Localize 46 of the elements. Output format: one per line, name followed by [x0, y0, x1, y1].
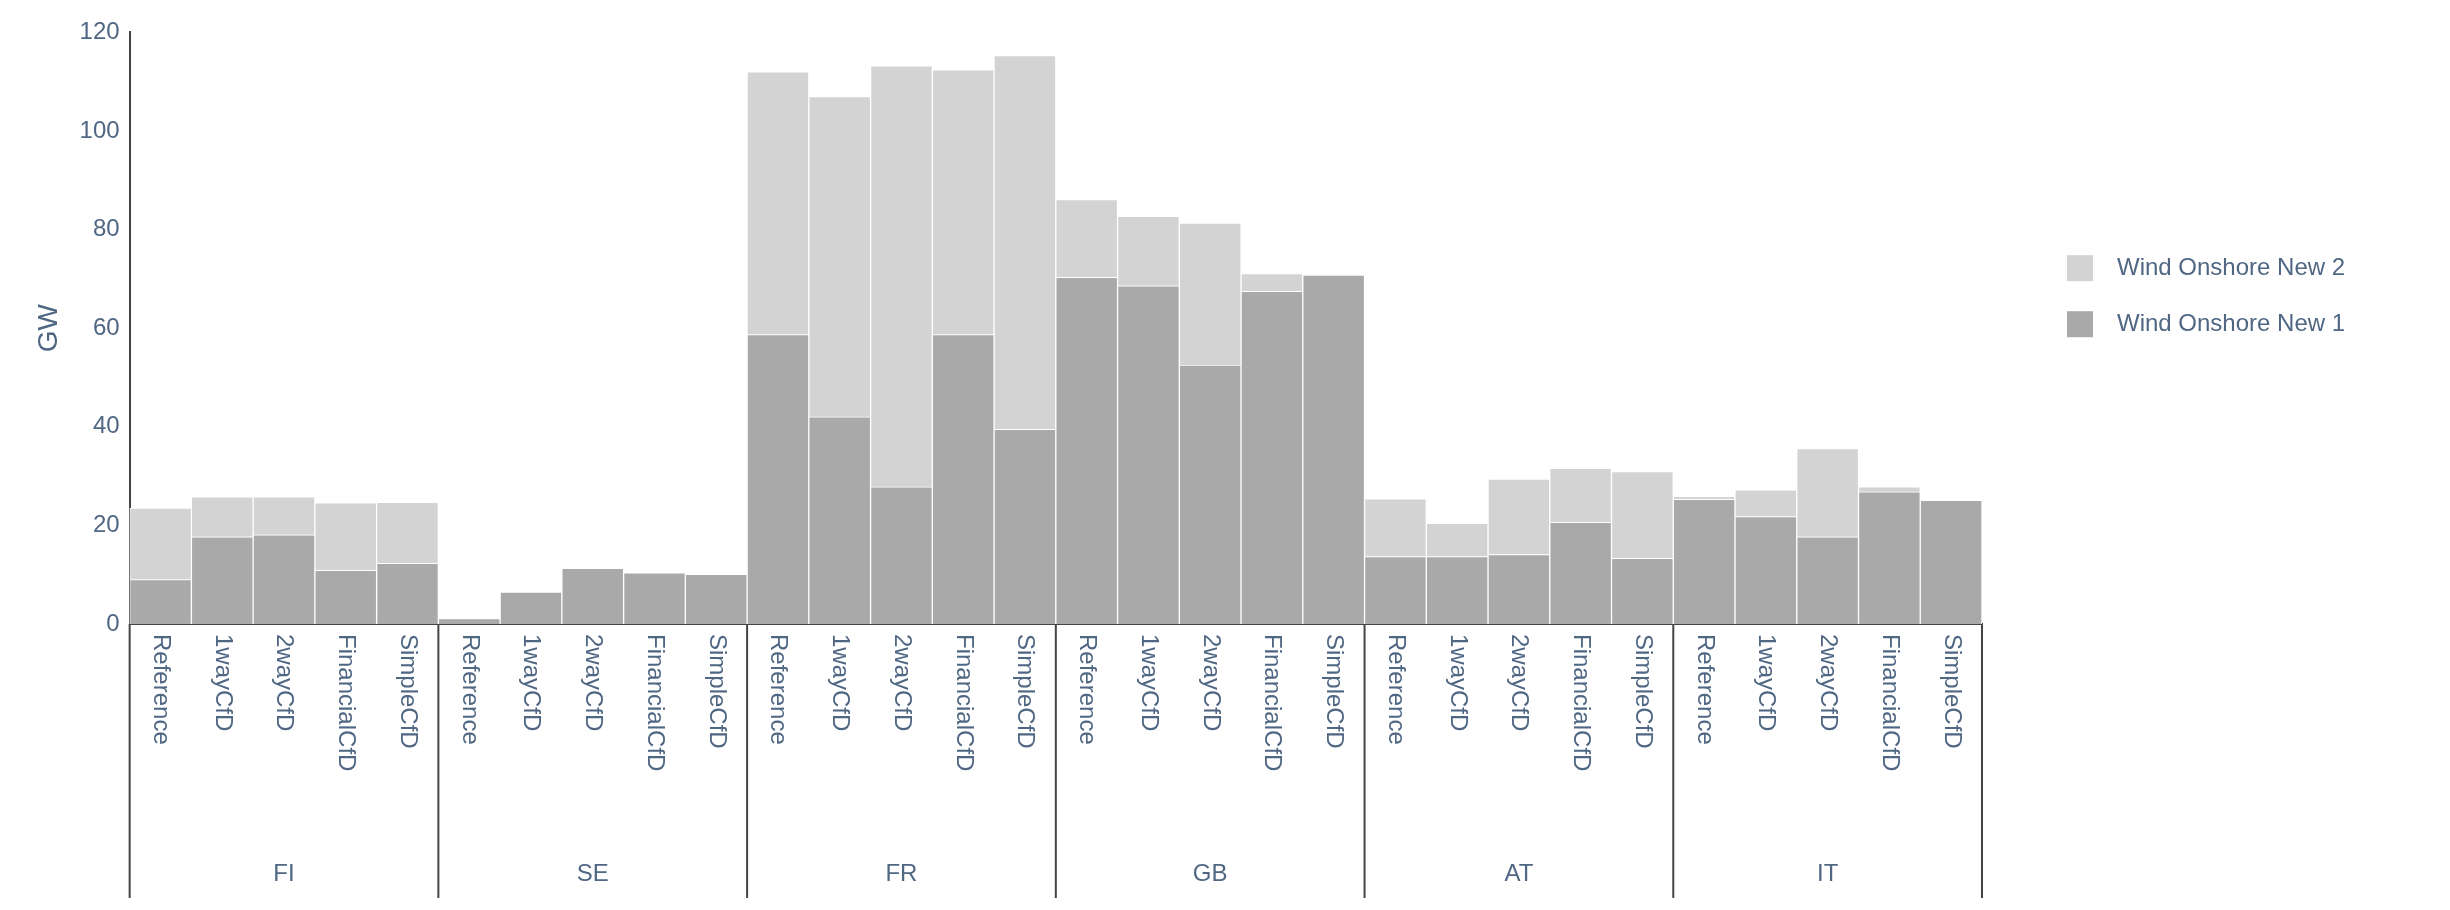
y-tick-label: 120 [79, 17, 120, 45]
x-tick-label: 2wayCfD [1816, 634, 1844, 732]
text: GB [1192, 858, 1228, 886]
x-tick-label: 1wayCfD [828, 634, 856, 732]
y-tick-label: 100 [79, 115, 120, 143]
x-tick-label: 1wayCfD [1445, 634, 1473, 732]
x-tick-label: SimpleCfD [1939, 634, 1967, 749]
x-tick-label: 2wayCfD [581, 634, 609, 732]
x-tick-label: 1wayCfD [519, 634, 547, 732]
x-tick-label: Reference [457, 634, 485, 745]
x-tick-label: Reference [1692, 634, 1720, 745]
x-tick-label: Reference [1075, 634, 1103, 745]
text: SE [576, 858, 609, 886]
x-tick-label: Reference [766, 634, 794, 745]
x-tick-label: SimpleCfD [704, 634, 732, 749]
y-axis-title: GW [31, 303, 63, 353]
y-tick-label: 60 [92, 312, 120, 340]
y-tick-label: 0 [106, 608, 120, 636]
y-tick-label: 20 [92, 510, 120, 538]
x-tick-label: SimpleCfD [1322, 634, 1350, 749]
x-tick-label: FinancialCfD [1260, 634, 1288, 772]
x-tick-label: FinancialCfD [1877, 634, 1905, 772]
x-tick-label: SimpleCfD [1630, 634, 1658, 749]
x-tick-label: FinancialCfD [642, 634, 670, 772]
y-tick-label: 40 [92, 411, 120, 439]
x-tick-label: 2wayCfD [889, 634, 917, 732]
text: AT [1504, 858, 1534, 886]
x-tick-label: 1wayCfD [1136, 634, 1164, 732]
x-tick-label: SimpleCfD [395, 634, 423, 749]
x-tick-label: 2wayCfD [1198, 634, 1226, 732]
x-tick-label: FinancialCfD [334, 634, 362, 772]
x-tick-label: 1wayCfD [210, 634, 238, 732]
x-tick-label: Reference [1383, 634, 1411, 745]
x-tick-label: SimpleCfD [1013, 634, 1041, 749]
text: FR [885, 858, 918, 886]
x-tick-label: Reference [148, 634, 176, 745]
text: FI [273, 858, 295, 886]
legend-label: Wind Onshore New 1 [2117, 308, 2346, 336]
x-tick-label: 1wayCfD [1754, 634, 1782, 732]
x-tick-label: FinancialCfD [1569, 634, 1597, 772]
x-tick-label: FinancialCfD [951, 634, 979, 772]
text: IT [1816, 858, 1839, 886]
x-tick-label: 2wayCfD [1507, 634, 1535, 732]
x-tick-label: 2wayCfD [272, 634, 300, 732]
legend-label: Wind Onshore New 2 [2117, 252, 2346, 280]
y-tick-label: 80 [92, 214, 120, 242]
